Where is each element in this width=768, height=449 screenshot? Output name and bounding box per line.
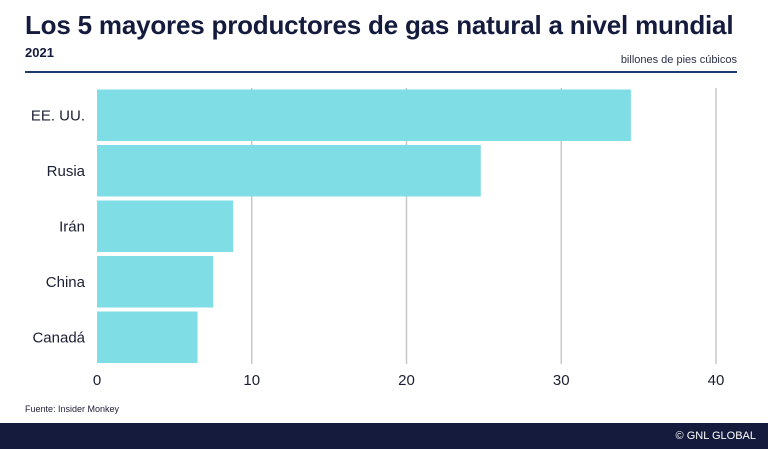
footer-bar: © GNL GLOBAL [0,423,768,449]
x-tick-label-0: 0 [93,372,101,389]
x-axis-tick-labels: 0 10 20 30 40 [93,372,725,389]
category-label-2: Irán [59,218,85,235]
copyright-text: © GNL GLOBAL [675,430,756,442]
bar-4 [97,311,198,363]
source-note: Fuente: Insider Monkey [25,404,120,414]
header-divider [25,71,737,73]
x-tick-label-40: 40 [708,372,725,389]
x-tick-label-10: 10 [243,372,260,389]
chart-title: Los 5 mayores productores de gas natural… [25,10,734,40]
x-tick-label-20: 20 [398,372,415,389]
unit-label: billones de pies cúbicos [620,54,737,66]
x-tick-label-30: 30 [553,372,570,389]
chart-subtitle-year: 2021 [25,45,54,60]
category-label-3: China [46,274,86,291]
bar-0 [97,89,631,141]
bar-3 [97,256,214,308]
category-label-4: Canadá [32,329,85,346]
bar-1 [97,145,481,197]
bars [97,89,631,363]
category-label-1: Rusia [47,163,86,180]
category-labels: EE. UU. Rusia Irán China Canadá [31,107,86,346]
bar-2 [97,200,234,252]
category-label-0: EE. UU. [31,107,85,124]
